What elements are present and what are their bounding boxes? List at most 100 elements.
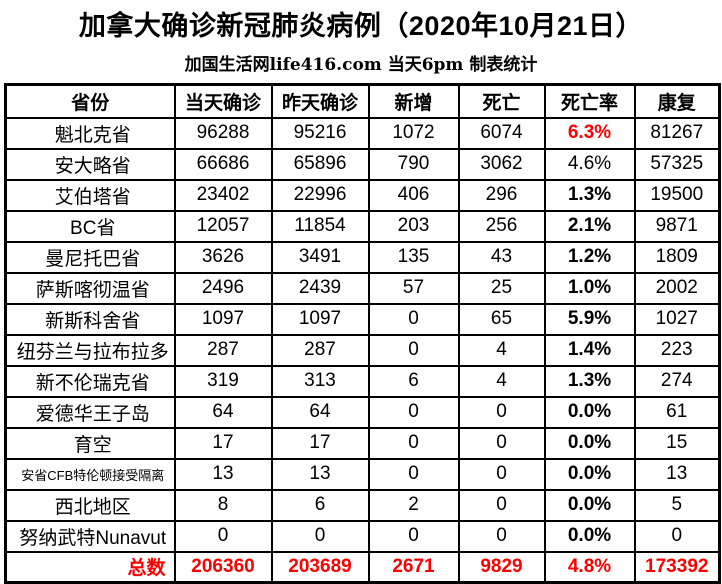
death-rate-cell: 5.9% bbox=[543, 302, 636, 336]
yesterday-confirmed-cell: 0 bbox=[270, 519, 370, 553]
table-row: 艾伯塔省 23402 22996 406 296 1.3% 19500 bbox=[4, 178, 721, 212]
deaths-cell: 3062 bbox=[457, 147, 546, 181]
recovered-cell: 13 bbox=[633, 457, 721, 491]
column-header: 省份 bbox=[4, 83, 176, 119]
total-today: 206360 bbox=[173, 550, 273, 584]
new-cases-cell: 0 bbox=[367, 519, 460, 553]
deaths-cell: 43 bbox=[457, 240, 546, 274]
death-rate-cell: 0.0% bbox=[543, 488, 636, 522]
deaths-cell: 296 bbox=[457, 178, 546, 212]
deaths-cell: 4 bbox=[457, 333, 546, 367]
table-row: 安大略省 66686 65896 790 3062 4.6% 57325 bbox=[4, 147, 721, 181]
today-confirmed-cell: 1097 bbox=[173, 302, 273, 336]
page-subtitle: 加国生活网life416.com 当天6pm 制表统计 bbox=[184, 55, 538, 75]
total-yesterday: 203689 bbox=[270, 550, 370, 584]
deaths-cell: 0 bbox=[457, 457, 546, 491]
table-row: 爱德华王子岛 64 64 0 0 0.0% 61 bbox=[4, 395, 721, 429]
yesterday-confirmed-cell: 313 bbox=[270, 364, 370, 398]
page-title: 加拿大确诊新冠肺炎病例（2020年10月21日） bbox=[78, 11, 644, 41]
province-cell: 努纳武特Nunavut bbox=[4, 519, 176, 553]
death-rate-cell: 1.3% bbox=[543, 364, 636, 398]
new-cases-cell: 0 bbox=[367, 395, 460, 429]
recovered-cell: 9871 bbox=[633, 209, 721, 243]
province-cell: 安大略省 bbox=[4, 147, 176, 181]
province-cell: 安省CFB特伦顿接受隔离 bbox=[4, 457, 176, 491]
today-confirmed-cell: 23402 bbox=[173, 178, 273, 212]
new-cases-cell: 2 bbox=[367, 488, 460, 522]
column-header: 昨天确诊 bbox=[270, 83, 370, 119]
death-rate-cell: 0.0% bbox=[543, 457, 636, 491]
table-row: 纽芬兰与拉布拉多 287 287 0 4 1.4% 223 bbox=[4, 333, 721, 367]
column-header: 当天确诊 bbox=[173, 83, 273, 119]
death-rate-cell: 0.0% bbox=[543, 519, 636, 553]
death-rate-cell: 0.0% bbox=[543, 426, 636, 460]
table-row: 魁北克省 96288 95216 1072 6074 6.3% 81267 bbox=[4, 116, 721, 150]
recovered-cell: 1809 bbox=[633, 240, 721, 274]
deaths-cell: 4 bbox=[457, 364, 546, 398]
province-cell: 纽芬兰与拉布拉多 bbox=[4, 333, 176, 367]
table-row: 西北地区 8 6 2 0 0.0% 5 bbox=[4, 488, 721, 522]
yesterday-confirmed-cell: 64 bbox=[270, 395, 370, 429]
table-row: 曼尼托巴省 3626 3491 135 43 1.2% 1809 bbox=[4, 240, 721, 274]
province-cell: 育空 bbox=[4, 426, 176, 460]
new-cases-cell: 135 bbox=[367, 240, 460, 274]
province-cell: 西北地区 bbox=[4, 488, 176, 522]
table-header: 省份 当天确诊 昨天确诊 新增 死亡 死亡率 康复 bbox=[4, 83, 721, 119]
death-rate-cell: 1.3% bbox=[543, 178, 636, 212]
total-deaths: 9829 bbox=[457, 550, 546, 584]
table-row: 萨斯喀彻温省 2496 2439 57 25 1.0% 2002 bbox=[4, 271, 721, 305]
death-rate-cell: 4.6% bbox=[543, 147, 636, 181]
province-cell: 新不伦瑞克省 bbox=[4, 364, 176, 398]
recovered-cell: 19500 bbox=[633, 178, 721, 212]
new-cases-cell: 1072 bbox=[367, 116, 460, 150]
today-confirmed-cell: 287 bbox=[173, 333, 273, 367]
province-cell: 爱德华王子岛 bbox=[4, 395, 176, 429]
province-cell: 艾伯塔省 bbox=[4, 178, 176, 212]
death-rate-cell: 1.2% bbox=[543, 240, 636, 274]
deaths-cell: 0 bbox=[457, 395, 546, 429]
new-cases-cell: 6 bbox=[367, 364, 460, 398]
covid-stats-table: 省份 当天确诊 昨天确诊 新增 死亡 死亡率 康复 魁北克省 96288 95216 107… bbox=[4, 83, 721, 584]
recovered-cell: 5 bbox=[633, 488, 721, 522]
deaths-cell: 0 bbox=[457, 519, 546, 553]
new-cases-cell: 57 bbox=[367, 271, 460, 305]
death-rate-cell: 2.1% bbox=[543, 209, 636, 243]
column-header: 新增 bbox=[367, 83, 460, 119]
yesterday-confirmed-cell: 3491 bbox=[270, 240, 370, 274]
table-row: BC省 12057 11854 203 256 2.1% 9871 bbox=[4, 209, 721, 243]
yesterday-confirmed-cell: 95216 bbox=[270, 116, 370, 150]
recovered-cell: 57325 bbox=[633, 147, 721, 181]
today-confirmed-cell: 96288 bbox=[173, 116, 273, 150]
table-row: 努纳武特Nunavut 0 0 0 0 0.0% 0 bbox=[4, 519, 721, 553]
today-confirmed-cell: 8 bbox=[173, 488, 273, 522]
province-cell: BC省 bbox=[4, 209, 176, 243]
yesterday-confirmed-cell: 287 bbox=[270, 333, 370, 367]
recovered-cell: 2002 bbox=[633, 271, 721, 305]
new-cases-cell: 406 bbox=[367, 178, 460, 212]
recovered-cell: 61 bbox=[633, 395, 721, 429]
new-cases-cell: 0 bbox=[367, 457, 460, 491]
new-cases-cell: 0 bbox=[367, 302, 460, 336]
today-confirmed-cell: 2496 bbox=[173, 271, 273, 305]
today-confirmed-cell: 66686 bbox=[173, 147, 273, 181]
deaths-cell: 256 bbox=[457, 209, 546, 243]
today-confirmed-cell: 12057 bbox=[173, 209, 273, 243]
yesterday-confirmed-cell: 1097 bbox=[270, 302, 370, 336]
yesterday-confirmed-cell: 13 bbox=[270, 457, 370, 491]
total-row: 总数 206360 203689 2671 9829 4.8% 173392 bbox=[4, 550, 721, 584]
new-cases-cell: 0 bbox=[367, 333, 460, 367]
death-rate-cell: 6.3% bbox=[543, 116, 636, 150]
province-cell: 新斯科舍省 bbox=[4, 302, 176, 336]
death-rate-cell: 1.0% bbox=[543, 271, 636, 305]
total-recovered: 173392 bbox=[633, 550, 721, 584]
total-death-rate: 4.8% bbox=[543, 550, 636, 584]
column-header: 康复 bbox=[633, 83, 721, 119]
today-confirmed-cell: 319 bbox=[173, 364, 273, 398]
table-row: 新不伦瑞克省 319 313 6 4 1.3% 274 bbox=[4, 364, 721, 398]
yesterday-confirmed-cell: 11854 bbox=[270, 209, 370, 243]
total-label: 总数 bbox=[4, 550, 176, 584]
yesterday-confirmed-cell: 22996 bbox=[270, 178, 370, 212]
table-row: 新斯科舍省 1097 1097 0 65 5.9% 1027 bbox=[4, 302, 721, 336]
recovered-cell: 15 bbox=[633, 426, 721, 460]
deaths-cell: 25 bbox=[457, 271, 546, 305]
